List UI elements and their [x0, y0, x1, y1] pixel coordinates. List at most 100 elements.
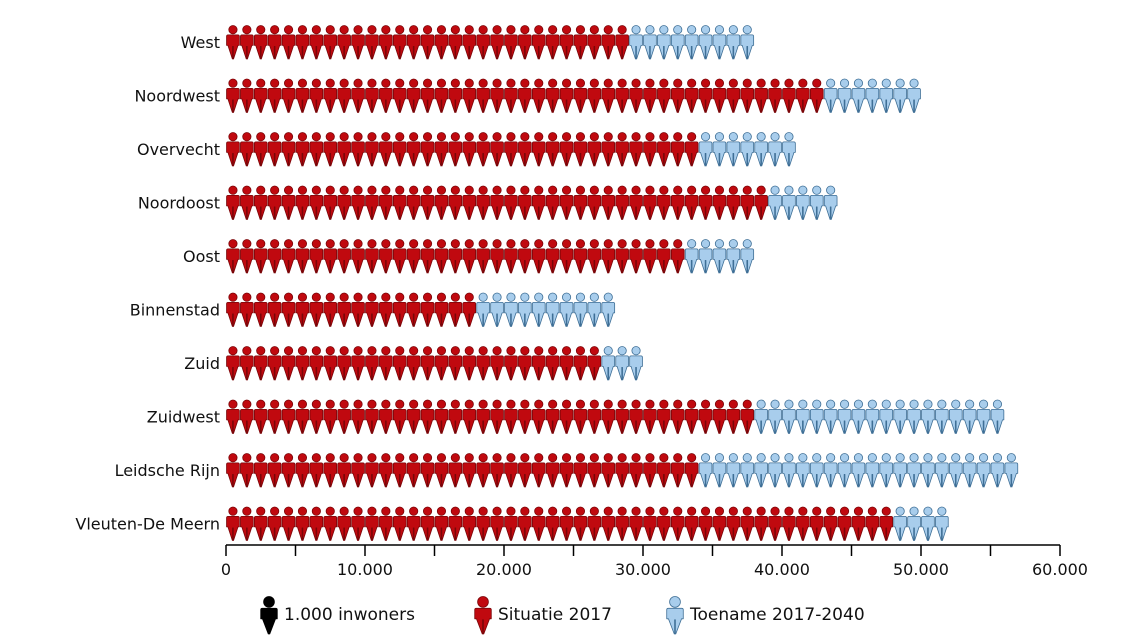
- person-icon: [684, 453, 699, 488]
- category-label: Zuid: [184, 354, 220, 373]
- x-tick-label: 50.000: [893, 560, 949, 579]
- person-icon: [240, 25, 254, 60]
- person-icon: [267, 25, 282, 60]
- person-icon: [379, 346, 393, 381]
- person-icon: [504, 25, 518, 60]
- person-icon: [837, 78, 852, 113]
- bar-toename-2017-2040: [754, 399, 1005, 434]
- person-icon: [893, 453, 907, 488]
- person-icon: [392, 185, 407, 220]
- person-icon: [712, 506, 727, 541]
- person-icon: [490, 185, 504, 220]
- person-icon: [420, 239, 435, 274]
- person-icon: [559, 506, 574, 541]
- person-icon: [323, 292, 338, 327]
- person-icon: [420, 185, 435, 220]
- person-icon: [323, 132, 338, 167]
- person-icon: [476, 132, 490, 167]
- person-icon: [990, 399, 1005, 434]
- person-icon: [587, 25, 602, 60]
- person-icon: [629, 346, 643, 381]
- person-icon: [379, 453, 393, 488]
- bar-situatie-2017: [226, 78, 824, 113]
- person-icon: [545, 185, 560, 220]
- person-icon: [545, 346, 560, 381]
- person-icon: [796, 453, 810, 488]
- person-icon: [253, 453, 268, 488]
- person-icon: [267, 185, 282, 220]
- person-icon: [323, 399, 338, 434]
- person-icon: [643, 399, 657, 434]
- person-icon: [545, 292, 560, 327]
- person-icon: [448, 506, 463, 541]
- person-icon: [823, 453, 838, 488]
- person-icon: [559, 25, 574, 60]
- person-icon: [573, 132, 588, 167]
- person-icon: [559, 453, 574, 488]
- person-icon: [712, 239, 727, 274]
- person-icon: [643, 506, 657, 541]
- legend-label: 1.000 inwoners: [284, 605, 415, 625]
- person-icon: [504, 239, 518, 274]
- person-icon: [365, 506, 379, 541]
- person-icon: [392, 239, 407, 274]
- person-icon: [379, 506, 393, 541]
- person-icon: [226, 453, 240, 488]
- person-icon: [559, 399, 574, 434]
- person-icon: [559, 78, 574, 113]
- person-icon: [504, 346, 518, 381]
- category-label: Leidsche Rijn: [115, 461, 220, 480]
- bar-situatie-2017: [226, 132, 699, 167]
- category-label: Overvecht: [137, 140, 220, 159]
- person-icon: [281, 78, 296, 113]
- category-rows: West Noordwest Overvecht Noordoost Oost Binne…: [75, 25, 1019, 541]
- person-icon: [587, 239, 602, 274]
- person-icon: [337, 506, 351, 541]
- category-row: Overvecht: [137, 132, 796, 167]
- category-label: West: [181, 33, 220, 52]
- person-icon: [851, 506, 866, 541]
- person-icon: [601, 346, 616, 381]
- person-icon: [684, 25, 699, 60]
- person-icon: [712, 399, 727, 434]
- person-icon: [531, 292, 546, 327]
- bar-situatie-2017: [226, 453, 699, 488]
- person-icon: [559, 292, 574, 327]
- person-icon: [337, 185, 351, 220]
- person-icon: [379, 399, 393, 434]
- person-icon: [240, 132, 254, 167]
- person-icon: [823, 506, 838, 541]
- person-icon: [712, 78, 727, 113]
- person-icon: [267, 453, 282, 488]
- person-icon: [698, 132, 713, 167]
- person-icon: [476, 239, 490, 274]
- person-icon: [240, 239, 254, 274]
- person-icon: [267, 346, 282, 381]
- person-icon: [490, 292, 504, 327]
- x-tick-label: 0: [221, 560, 231, 579]
- person-icon: [615, 399, 629, 434]
- person-icon: [754, 78, 768, 113]
- person-icon: [518, 78, 532, 113]
- legend-label: Toename 2017-2040: [689, 605, 865, 625]
- bar-situatie-2017: [226, 239, 685, 274]
- person-icon: [392, 506, 407, 541]
- person-icon: [420, 25, 435, 60]
- person-icon: [420, 78, 435, 113]
- person-icon: [615, 453, 629, 488]
- person-icon: [879, 78, 894, 113]
- person-icon: [837, 399, 852, 434]
- person-icon: [434, 453, 449, 488]
- person-icon: [712, 132, 727, 167]
- person-icon: [601, 78, 616, 113]
- person-icon: [573, 78, 588, 113]
- person-icon: [573, 185, 588, 220]
- person-icon: [504, 292, 518, 327]
- person-icon: [518, 25, 532, 60]
- person-icon: [782, 78, 796, 113]
- person-icon: [490, 506, 504, 541]
- person-icon: [226, 292, 240, 327]
- person-icon: [226, 399, 240, 434]
- person-icon: [629, 132, 643, 167]
- person-icon: [698, 25, 713, 60]
